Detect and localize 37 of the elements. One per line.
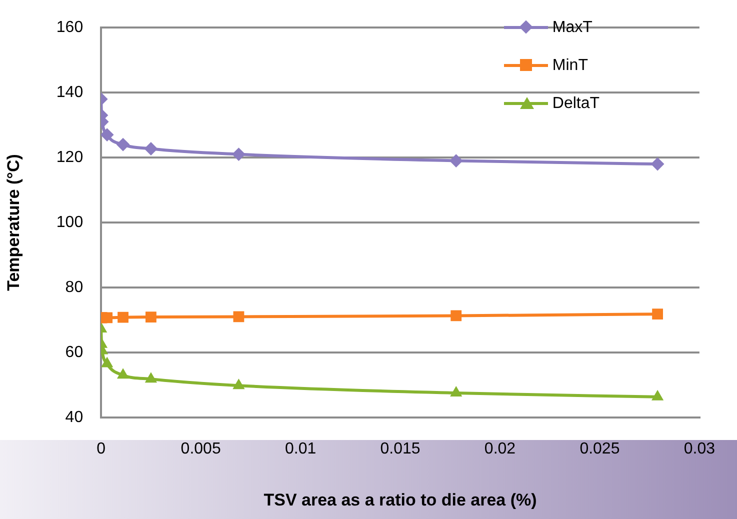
x-tick-label: 0.03 xyxy=(684,440,716,458)
point xyxy=(102,312,113,324)
y-tick-label: 80 xyxy=(65,278,84,296)
point xyxy=(232,148,246,161)
legend-label: MinT xyxy=(552,56,588,75)
x-tick-label: 0.01 xyxy=(284,440,316,458)
point xyxy=(450,386,462,397)
point xyxy=(144,142,158,156)
x-axis-title: TSV area as a ratio to die area (%) xyxy=(264,490,537,510)
point xyxy=(118,312,128,323)
x-tick-label: 0.025 xyxy=(580,440,620,458)
y-axis-title: Temperature (°C) xyxy=(4,154,23,291)
x-tick-label: 0.005 xyxy=(180,440,221,458)
point xyxy=(651,158,664,171)
point xyxy=(652,390,664,400)
point xyxy=(117,368,129,379)
y-tick-label: 120 xyxy=(56,148,84,166)
point xyxy=(450,154,463,168)
point xyxy=(101,357,113,368)
point xyxy=(233,311,244,322)
y-tick-label: 60 xyxy=(65,344,84,361)
point xyxy=(146,312,156,322)
x-tick-label: 0.015 xyxy=(380,440,420,458)
point xyxy=(116,138,130,152)
point xyxy=(233,379,244,390)
point xyxy=(652,308,663,320)
y-tick-label: 40 xyxy=(65,408,84,426)
legend-label: DeltaT xyxy=(552,94,600,113)
y-tick-label: 100 xyxy=(56,214,84,231)
point xyxy=(101,128,114,142)
legend-label: MaxT xyxy=(552,18,592,37)
y-tick-label: 140 xyxy=(56,84,84,101)
point xyxy=(145,372,157,383)
x-tick-label: 0 xyxy=(96,440,106,458)
point xyxy=(450,310,462,322)
y-tick-label: 160 xyxy=(56,19,84,36)
x-tick-label: 0.02 xyxy=(484,440,516,458)
